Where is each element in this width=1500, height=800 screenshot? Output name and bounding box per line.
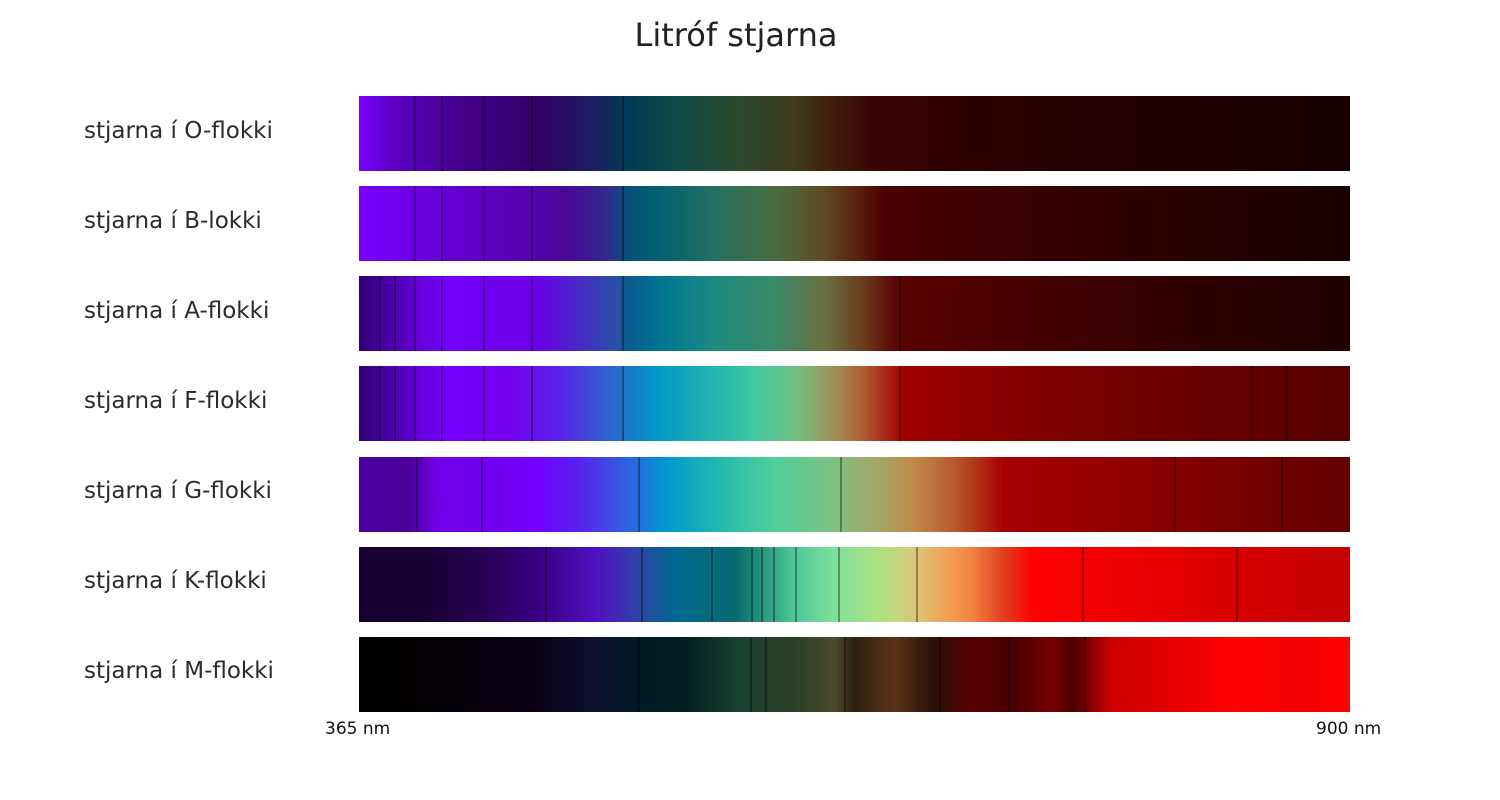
- absorption-line: [621, 276, 624, 351]
- absorption-lines: [359, 276, 1350, 351]
- spectrum-band-g: [359, 457, 1350, 532]
- absorption-line: [482, 186, 485, 261]
- absorption-line: [441, 96, 444, 171]
- absorption-lines: [359, 457, 1350, 532]
- absorption-line: [413, 276, 416, 351]
- absorption-line: [795, 547, 798, 622]
- absorption-lines: [359, 547, 1350, 622]
- absorption-line: [843, 637, 846, 712]
- axis-max-label: 900 nm: [1316, 719, 1382, 739]
- absorption-line: [531, 96, 534, 171]
- absorption-lines: [359, 366, 1350, 441]
- absorption-line: [839, 457, 842, 532]
- row-label-b: stjarna í B-lokki: [84, 208, 262, 234]
- absorption-line: [531, 276, 534, 351]
- absorption-line: [1285, 366, 1288, 441]
- absorption-line: [413, 366, 416, 441]
- absorption-line: [531, 186, 534, 261]
- spectrum-band-a: [359, 276, 1350, 351]
- absorption-line: [915, 547, 918, 622]
- absorption-line: [1250, 366, 1253, 441]
- absorption-line: [413, 186, 416, 261]
- absorption-line: [638, 457, 641, 532]
- absorption-line: [416, 457, 419, 532]
- absorption-line: [899, 276, 902, 351]
- absorption-line: [482, 366, 485, 441]
- absorption-line: [710, 547, 713, 622]
- absorption-line: [393, 366, 396, 441]
- absorption-line: [1084, 637, 1087, 712]
- absorption-line: [750, 637, 753, 712]
- row-label-f: stjarna í F-flokki: [84, 388, 268, 414]
- absorption-line: [393, 276, 396, 351]
- spectrum-band-f: [359, 366, 1350, 441]
- absorption-line: [378, 366, 381, 441]
- absorption-line: [621, 366, 624, 441]
- absorption-line: [441, 366, 444, 441]
- row-label-a: stjarna í A-flokki: [84, 298, 270, 324]
- absorption-line: [378, 276, 381, 351]
- row-label-m: stjarna í M-flokki: [84, 658, 274, 684]
- absorption-line: [441, 276, 444, 351]
- spectrum-band-m: [359, 637, 1350, 712]
- spectrum-band-b: [359, 186, 1350, 261]
- spectrum-band-k: [359, 547, 1350, 622]
- absorption-line: [837, 547, 840, 622]
- absorption-line: [621, 96, 624, 171]
- absorption-line: [899, 366, 902, 441]
- axis-min-label: 365 nm: [325, 719, 391, 739]
- row-label-o: stjarna í O-flokki: [84, 118, 273, 144]
- row-label-g: stjarna í G-flokki: [84, 478, 272, 504]
- absorption-line: [761, 547, 764, 622]
- chart-title: Litróf stjarna: [634, 16, 838, 54]
- absorption-line: [482, 96, 485, 171]
- row-label-k: stjarna í K-flokki: [84, 568, 267, 594]
- absorption-line: [1082, 547, 1085, 622]
- absorption-line: [638, 637, 641, 712]
- absorption-line: [621, 186, 624, 261]
- absorption-line: [641, 547, 644, 622]
- absorption-line: [413, 96, 416, 171]
- absorption-line: [765, 637, 768, 712]
- absorption-line: [1173, 457, 1176, 532]
- absorption-line: [773, 547, 776, 622]
- absorption-line: [938, 637, 941, 712]
- absorption-lines: [359, 637, 1350, 712]
- absorption-line: [1236, 547, 1239, 622]
- absorption-line: [1008, 637, 1011, 712]
- absorption-line: [1280, 457, 1283, 532]
- spectrum-band-o: [359, 96, 1350, 171]
- absorption-line: [482, 276, 485, 351]
- absorption-lines: [359, 96, 1350, 171]
- absorption-lines: [359, 186, 1350, 261]
- absorption-line: [480, 457, 483, 532]
- absorption-line: [531, 366, 534, 441]
- absorption-line: [441, 186, 444, 261]
- absorption-line: [545, 547, 548, 622]
- absorption-line: [751, 547, 754, 622]
